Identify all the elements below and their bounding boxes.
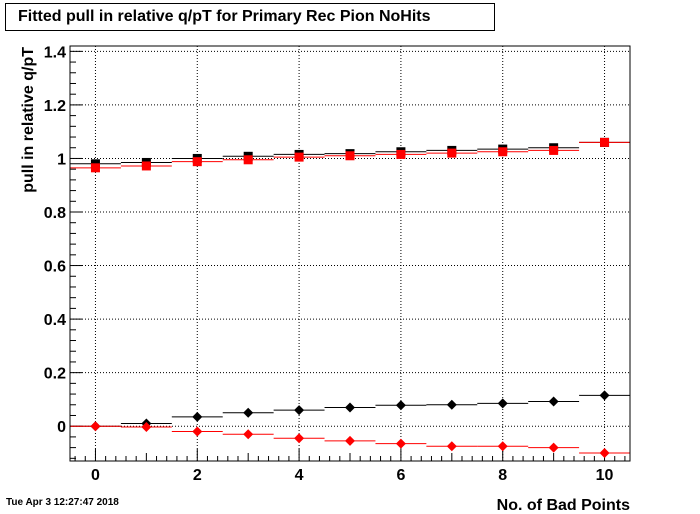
data-point-diamond xyxy=(243,407,254,418)
grid xyxy=(70,46,630,461)
data-point-square xyxy=(243,155,253,165)
x-tick-label: 0 xyxy=(91,467,100,484)
y-tick-label: 0.4 xyxy=(44,312,66,329)
series-group xyxy=(70,137,630,458)
x-tick-label: 2 xyxy=(193,467,202,484)
data-point-diamond xyxy=(395,438,406,449)
x-axis-title: No. of Bad Points xyxy=(497,497,630,514)
y-tick-label: 0 xyxy=(57,419,66,436)
data-point-square xyxy=(549,145,559,155)
data-point-diamond xyxy=(599,390,610,401)
timestamp: Tue Apr 3 12:27:47 2018 xyxy=(6,497,119,508)
data-point-diamond xyxy=(497,398,508,409)
data-point-diamond xyxy=(294,433,305,444)
data-point-diamond xyxy=(294,405,305,416)
data-point-diamond xyxy=(345,435,355,446)
y-tick-label: 1.4 xyxy=(44,44,66,61)
data-point-square xyxy=(396,149,406,159)
y-tick-label: 1.2 xyxy=(44,98,66,115)
data-point-diamond xyxy=(192,426,203,437)
data-point-diamond xyxy=(497,441,508,452)
data-point-diamond xyxy=(345,402,355,413)
data-point-diamond xyxy=(548,396,559,407)
data-point-square xyxy=(141,161,151,171)
data-point-diamond xyxy=(192,411,203,422)
y-tick-label: 1 xyxy=(57,151,66,168)
data-point-diamond xyxy=(243,429,254,440)
y-axis-ticks: 0 0.2 0.4 0.6 0.8 1 1.2 1.4 xyxy=(44,44,66,436)
x-tick-label: 8 xyxy=(498,467,507,484)
y-axis-title: pull in relative q/pT xyxy=(20,47,37,193)
data-point-diamond xyxy=(446,441,457,452)
minor-ticks xyxy=(70,50,626,461)
data-point-diamond xyxy=(90,421,101,432)
data-point-square xyxy=(192,157,202,167)
x-tick-label: 10 xyxy=(596,467,614,484)
data-point-square xyxy=(90,163,100,173)
plot-frame xyxy=(69,45,631,462)
data-point-square xyxy=(294,152,304,162)
data-point-diamond xyxy=(141,421,152,432)
data-point-square xyxy=(447,148,457,158)
data-point-diamond xyxy=(395,400,406,411)
x-tick-label: 6 xyxy=(396,467,405,484)
chart-title: Fitted pull in relative q/pT for Primary… xyxy=(5,3,495,31)
data-point-square xyxy=(345,151,355,161)
data-point-diamond xyxy=(446,399,457,410)
data-point-square xyxy=(498,147,508,157)
data-point-square xyxy=(600,137,610,147)
y-tick-label: 0.8 xyxy=(44,205,66,222)
data-point-diamond xyxy=(599,447,610,458)
x-tick-label: 4 xyxy=(295,467,304,484)
y-tick-label: 0.6 xyxy=(44,259,66,276)
y-tick-label: 0.2 xyxy=(44,366,66,383)
data-point-diamond xyxy=(548,442,559,453)
x-axis-ticks: 0 2 4 6 8 10 xyxy=(91,467,614,484)
